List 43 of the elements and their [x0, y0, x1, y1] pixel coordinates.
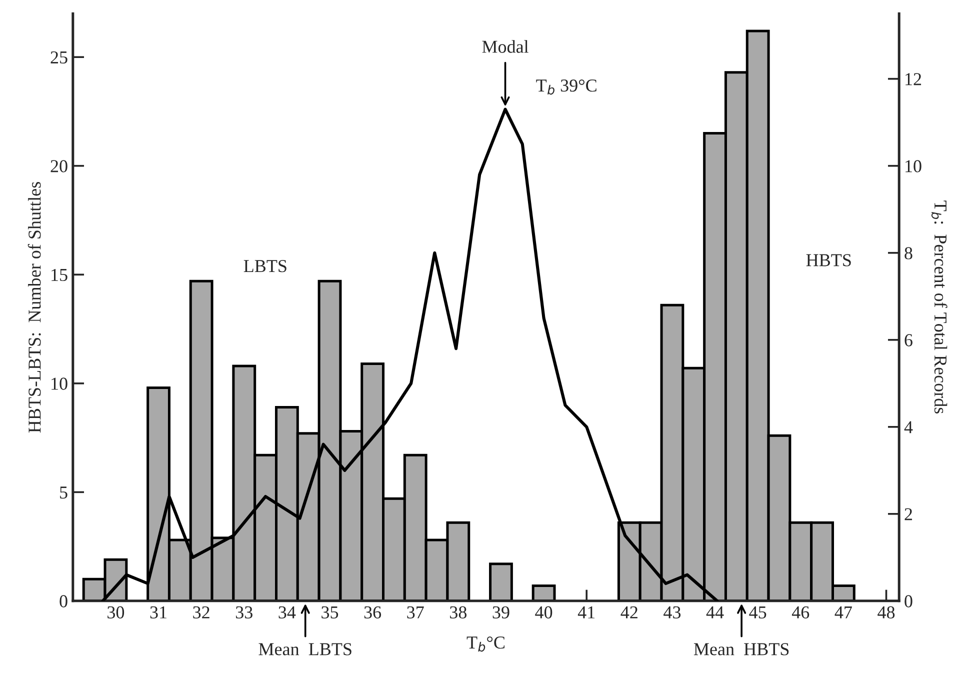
x-tick-label: 38: [450, 606, 467, 618]
y-tick-label: 0: [60, 595, 68, 608]
y-tick-label: 5: [60, 486, 68, 499]
y2-axis-title: T$_{b}$: Percent of Total Records: [931, 200, 948, 414]
annotation: T$_{b}$ 39°C: [536, 79, 596, 95]
x-tick-label: 42: [620, 606, 638, 618]
x-tick-label: 39: [492, 606, 510, 618]
y2-tick-label: 2: [904, 508, 912, 520]
x-tick-label: 48: [878, 606, 895, 618]
x-tick-label: 41: [578, 606, 595, 618]
y-tick-label: 25: [50, 51, 68, 64]
x-tick-label: 43: [664, 606, 681, 618]
annotation: Modal: [482, 40, 528, 53]
x-tick-label: 44: [706, 606, 724, 618]
annotation: HBTS: [806, 254, 851, 266]
y-tick-label: 15: [52, 268, 68, 282]
x-tick-label: 34: [278, 606, 296, 618]
x-tick-label: 45: [749, 606, 766, 618]
x-tick-label: 37: [407, 606, 424, 618]
x-tick-label: 30: [108, 606, 124, 618]
x-tick-label: 47: [834, 606, 852, 618]
x-tick-label: 33: [236, 606, 252, 618]
annotation: Mean HBTS: [694, 643, 789, 656]
x-tick-label: 31: [150, 606, 166, 618]
y-axis-title: HBTS-LBTS: Number of Shuttles: [28, 182, 41, 433]
y2-tick-label: 12: [906, 73, 922, 86]
x-tick-label: 35: [322, 606, 338, 618]
x-axis-title: T$_{b}$°C: [466, 636, 504, 652]
y-tick-label: 10: [52, 378, 68, 390]
x-tick-label: 32: [193, 606, 210, 618]
x-tick-label: 40: [535, 606, 552, 618]
y2-tick-label: 10: [906, 160, 922, 172]
y2-tick-label: 4: [904, 421, 913, 434]
y-tick-label: 20: [50, 160, 68, 172]
bar: [489, 562, 513, 601]
y2-tick-label: 6: [904, 334, 912, 346]
x-tick-label: 36: [364, 606, 382, 618]
x-tick-label: 46: [792, 606, 810, 618]
y2-tick-label: 8: [904, 247, 912, 260]
bar: [532, 584, 556, 601]
annotation: LBTS: [244, 260, 286, 272]
annotation: Mean LBTS: [258, 643, 352, 656]
y2-tick-label: 0: [904, 595, 912, 608]
